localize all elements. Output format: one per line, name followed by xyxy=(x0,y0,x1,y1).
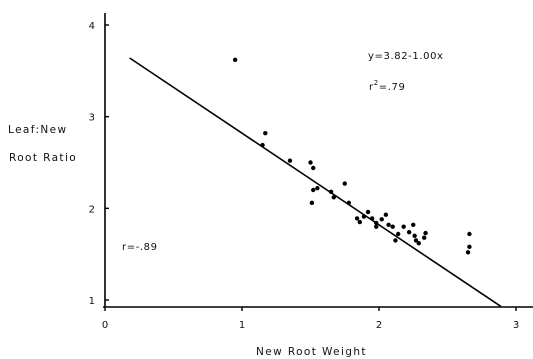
data-point xyxy=(383,212,389,217)
data-point xyxy=(467,244,472,250)
data-point xyxy=(374,220,379,226)
y-tick-label: 1 xyxy=(89,296,95,307)
data-point xyxy=(361,214,367,219)
data-point xyxy=(263,130,268,136)
data-point xyxy=(287,158,293,163)
data-point xyxy=(311,187,316,193)
data-point xyxy=(395,231,401,237)
data-point xyxy=(374,224,379,229)
x-tick-label: 2 xyxy=(376,320,382,331)
data-point xyxy=(309,200,315,206)
x-tick-label: 1 xyxy=(239,320,245,331)
x-tick-label: 3 xyxy=(513,320,519,331)
data-point xyxy=(346,200,352,206)
data-point xyxy=(412,233,417,239)
data-point xyxy=(465,250,471,255)
data-point xyxy=(357,219,363,225)
data-points xyxy=(232,57,472,255)
y-tick-label: 3 xyxy=(89,113,95,124)
regression-line xyxy=(129,57,502,308)
y-axis-label-line-2: Root Ratio xyxy=(9,152,77,164)
data-point xyxy=(260,142,265,148)
r-squared-base: r xyxy=(369,82,374,93)
data-point xyxy=(467,231,472,237)
data-point xyxy=(386,222,391,228)
data-point xyxy=(342,181,347,186)
data-point xyxy=(308,160,313,165)
x-axis-label: New Root Weight xyxy=(256,346,367,358)
data-point xyxy=(315,185,320,191)
regression-equation-label: y=3.82-1.00x xyxy=(368,51,444,62)
data-point xyxy=(369,216,375,221)
data-point xyxy=(411,222,416,228)
y-tick-label: 4 xyxy=(89,21,95,32)
data-point xyxy=(401,224,406,229)
data-point xyxy=(413,238,419,243)
r-squared-exponent: 2 xyxy=(374,79,379,87)
data-point xyxy=(379,217,384,222)
axes xyxy=(103,13,533,308)
correlation-label: r=-.89 xyxy=(122,242,158,253)
y-axis-label-line-1: Leaf:New xyxy=(8,124,68,136)
data-point xyxy=(406,229,412,235)
data-point xyxy=(390,224,395,229)
data-point xyxy=(311,165,316,171)
ticks: 1 2 3 4 0 1 2 3 xyxy=(89,21,520,331)
x-tick-label: 0 xyxy=(102,320,108,331)
data-point xyxy=(232,57,238,63)
data-point xyxy=(423,230,428,236)
regression-line-group xyxy=(129,57,502,308)
r-squared-value: =.79 xyxy=(379,82,406,93)
r-squared-label: r2=.79 xyxy=(369,79,405,93)
data-point xyxy=(416,240,421,246)
data-point xyxy=(422,235,427,240)
data-point xyxy=(354,216,360,221)
data-point xyxy=(331,195,336,200)
data-point xyxy=(393,238,398,243)
data-point xyxy=(328,189,334,195)
data-point xyxy=(365,209,371,215)
y-tick-label: 2 xyxy=(89,204,95,215)
